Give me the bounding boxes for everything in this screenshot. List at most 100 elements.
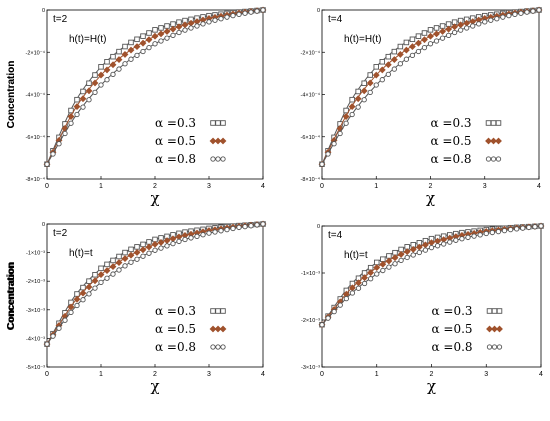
data-point <box>80 297 86 303</box>
data-point <box>368 276 374 282</box>
data-point <box>91 79 99 87</box>
data-point <box>140 48 146 55</box>
data-point <box>361 280 368 287</box>
data-point <box>447 239 453 245</box>
data-point <box>218 16 224 22</box>
data-point <box>134 256 140 262</box>
data-point <box>103 66 111 74</box>
data-point <box>128 259 134 265</box>
legend-entry-label: α =0.8 <box>431 152 472 166</box>
data-point <box>97 71 105 79</box>
data-point <box>415 39 422 47</box>
data-point <box>408 43 416 51</box>
legend-marker <box>209 137 217 145</box>
x-tick-label: 2 <box>429 183 433 190</box>
data-point <box>380 256 386 262</box>
data-point <box>397 61 404 67</box>
data-point <box>465 234 471 241</box>
data-point <box>44 341 50 347</box>
data-point <box>152 41 158 47</box>
data-point <box>459 236 465 242</box>
time-label: t=2 <box>53 14 68 25</box>
data-point <box>427 27 434 33</box>
data-point <box>86 278 92 284</box>
legend: α =0.3 α =0.5 α =0.8 <box>432 304 503 354</box>
legend-marker <box>219 325 227 333</box>
y-tick-label: -4×10⁻⁴ <box>301 92 321 99</box>
data-point <box>134 244 140 250</box>
data-point <box>133 249 141 256</box>
legend-marker <box>495 156 502 162</box>
data-point <box>374 271 380 277</box>
legend-marker <box>220 156 226 162</box>
data-point <box>532 224 538 230</box>
x-tick-label: 4 <box>539 371 543 378</box>
legend-entry-label: α =0.5 <box>155 322 196 336</box>
data-point <box>482 19 488 25</box>
data-point <box>152 27 158 33</box>
data-point <box>396 50 404 58</box>
data-point <box>151 32 159 40</box>
x-tick-label: 3 <box>484 371 488 378</box>
data-point <box>325 151 331 157</box>
data-point <box>451 29 458 36</box>
data-point <box>349 111 355 118</box>
data-point <box>98 265 104 272</box>
legend-entry-label: α =0.8 <box>155 340 196 354</box>
data-point <box>164 23 170 29</box>
data-point <box>391 48 398 55</box>
data-point <box>385 53 392 60</box>
data-point <box>500 14 506 20</box>
y-tick-label: -2×10⁻⁴ <box>301 49 321 56</box>
x-tick-label: 0 <box>320 371 324 378</box>
data-point <box>445 21 452 27</box>
y-tick-label: -6×10⁻⁴ <box>301 134 321 141</box>
legend-marker <box>486 308 493 314</box>
data-point <box>182 236 188 243</box>
x-tick-label: 4 <box>261 183 265 190</box>
data-point <box>319 161 325 167</box>
data-point <box>175 23 183 31</box>
data-point <box>200 232 206 238</box>
legend-marker <box>496 344 503 350</box>
y-tick-label: -4×10⁻⁴ <box>26 92 46 99</box>
legend-marker <box>214 137 222 145</box>
data-point <box>73 103 81 111</box>
data-point <box>361 274 369 282</box>
x-axis-label: χ <box>426 189 435 207</box>
data-point <box>50 151 56 157</box>
data-point <box>361 80 367 87</box>
data-point <box>379 260 387 268</box>
data-point <box>348 103 356 111</box>
x-tick-label: 1 <box>374 183 378 190</box>
data-point <box>122 263 128 269</box>
data-point <box>439 28 446 35</box>
data-point <box>506 12 512 19</box>
data-point <box>212 17 218 23</box>
data-point <box>403 248 411 256</box>
data-point <box>373 264 381 272</box>
data-point <box>378 66 386 74</box>
data-point <box>139 246 147 254</box>
data-point <box>115 56 123 63</box>
data-point <box>44 161 50 167</box>
x-tick-label: 1 <box>99 183 103 190</box>
y-tick-label: 0 <box>42 222 45 228</box>
data-point <box>385 71 391 78</box>
x-axis-label: χ <box>150 377 159 395</box>
data-point <box>188 25 194 31</box>
data-point <box>373 82 379 88</box>
legend-marker <box>215 156 221 162</box>
data-point <box>422 247 429 253</box>
data-point <box>194 23 200 29</box>
data-point <box>403 39 410 46</box>
legend-marker <box>210 120 216 126</box>
data-point <box>80 104 86 110</box>
legend-marker <box>209 325 217 333</box>
x-axis-label: χ <box>427 377 436 395</box>
data-point <box>110 257 116 264</box>
data-point <box>439 23 446 29</box>
legend-marker <box>486 344 493 350</box>
data-point <box>476 21 482 27</box>
data-point <box>121 255 129 263</box>
